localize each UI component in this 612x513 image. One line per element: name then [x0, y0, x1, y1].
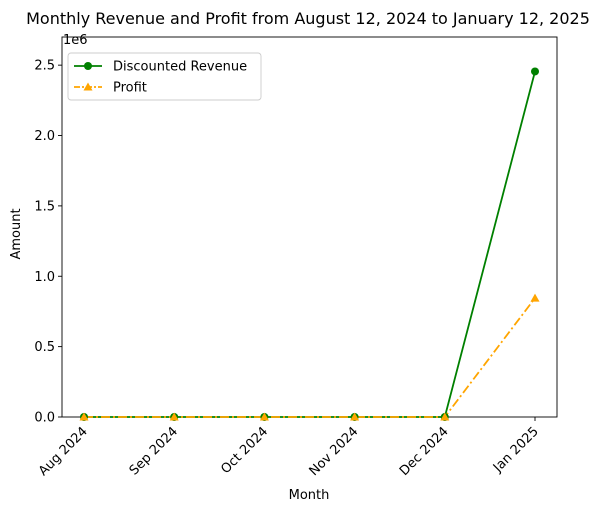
series-line	[84, 297, 536, 418]
y-tick-label: 1.5	[34, 199, 55, 214]
data-point	[79, 412, 89, 421]
data-point	[350, 412, 360, 421]
y-offset-label: 1e6	[63, 33, 88, 48]
data-point	[440, 412, 450, 421]
data-point	[530, 293, 540, 302]
series-group	[79, 67, 540, 421]
data-point	[83, 82, 93, 91]
series-markers	[79, 293, 540, 421]
x-tick-label: Aug 2024	[36, 424, 91, 479]
data-point	[169, 412, 179, 421]
x-tick-label: Dec 2024	[397, 424, 452, 479]
data-point	[531, 67, 539, 76]
y-axis: 0.0 0.5 1.0 1.5 2.0 2.5	[34, 59, 62, 426]
x-axis: Aug 2024 Sep 2024 Oct 2024 Nov 2024 Dec 2024…	[36, 417, 542, 479]
x-axis-label: Month	[289, 488, 330, 503]
legend-frame	[67, 52, 262, 101]
legend: Discounted Revenue Profit	[67, 52, 262, 101]
chart-title: Monthly Revenue and Profit from August 1…	[26, 9, 590, 28]
x-tick-label: Oct 2024	[218, 424, 271, 477]
series-line	[84, 71, 536, 418]
x-tick-label: Sep 2024	[127, 424, 181, 478]
legend-item: Profit	[74, 81, 147, 96]
y-tick-label: 0.5	[34, 340, 55, 355]
series-markers	[80, 67, 539, 421]
x-tick-label: Jan 2025	[490, 424, 542, 476]
y-tick-label: 0.0	[34, 411, 55, 426]
series-discounted-revenue	[84, 71, 536, 418]
series-profit	[84, 297, 536, 418]
y-tick-label: 1.0	[34, 270, 55, 285]
x-tick-label: Nov 2024	[307, 424, 362, 479]
data-point	[84, 62, 92, 70]
data-point	[259, 412, 269, 421]
y-axis-label: Amount	[9, 208, 24, 259]
legend-label: Profit	[113, 81, 147, 96]
y-tick-label: 2.0	[34, 129, 55, 144]
y-tick-label: 2.5	[34, 59, 55, 74]
legend-item: Discounted Revenue	[74, 60, 247, 75]
legend-label: Discounted Revenue	[113, 60, 247, 75]
